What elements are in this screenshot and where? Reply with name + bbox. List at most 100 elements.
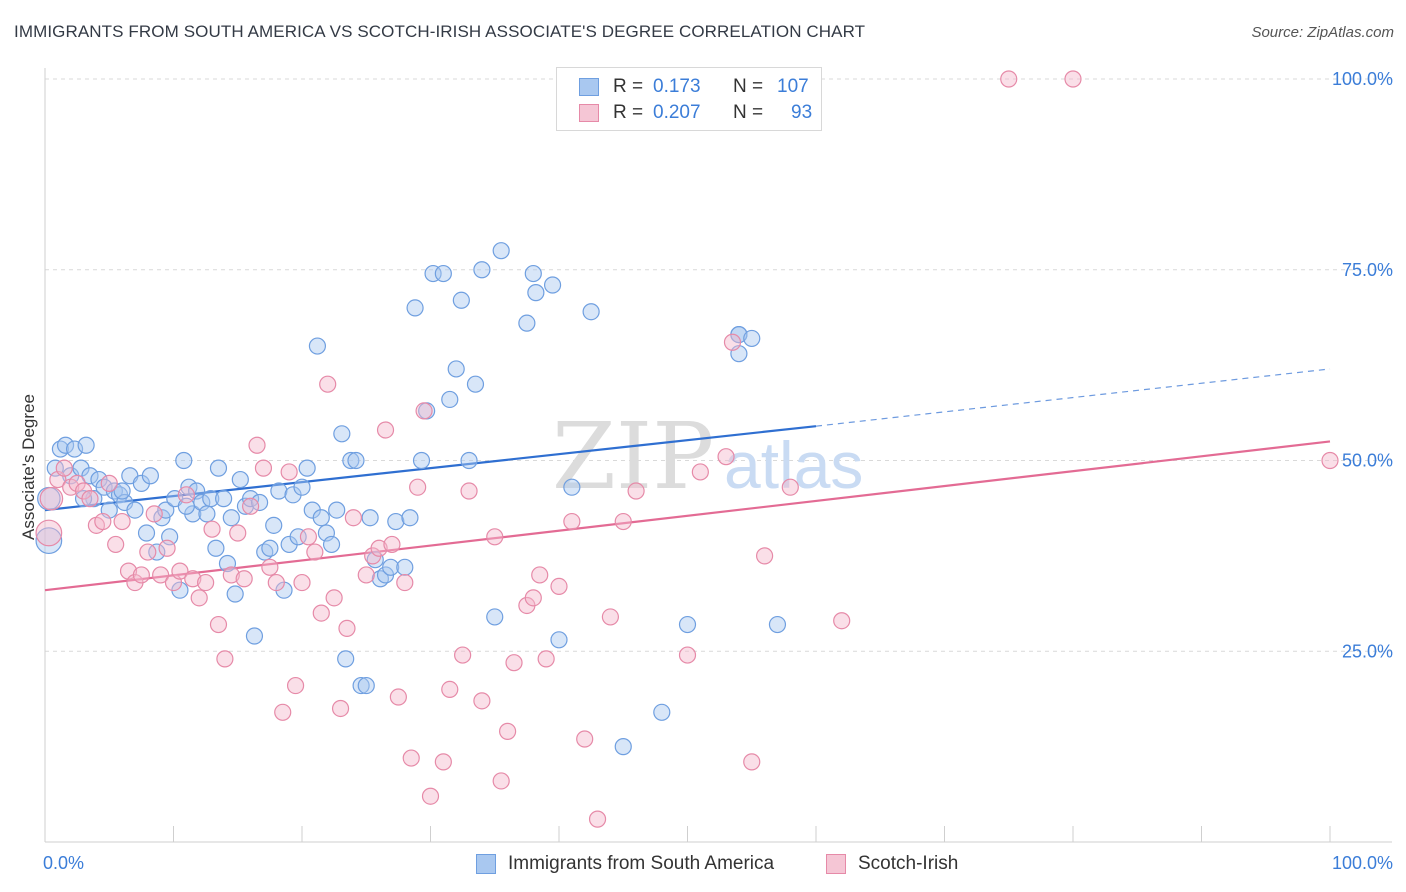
watermark: ZIP atlas	[552, 403, 863, 510]
point-scotch-irish	[55, 459, 73, 477]
point-south-america	[333, 425, 351, 443]
point-south-america	[56, 436, 75, 454]
legend-r-label: R =	[613, 102, 644, 123]
point-scotch-irish	[524, 589, 542, 607]
point-south-america	[406, 299, 424, 317]
point-scotch-irish	[357, 566, 375, 584]
point-scotch-irish	[338, 619, 356, 637]
point-scotch-irish	[132, 566, 150, 584]
point-scotch-irish	[286, 676, 305, 695]
point-south-america	[226, 585, 244, 603]
data-points	[35, 70, 1339, 828]
tick-labels: 25.0% 50.0% 75.0% 100.0% 0.0% 100.0%	[43, 69, 1393, 873]
point-scotch-irish	[717, 448, 735, 466]
point-scotch-irish	[383, 535, 401, 554]
point-scotch-irish	[293, 573, 311, 592]
point-south-america	[209, 459, 228, 477]
point-scotch-irish	[222, 566, 240, 584]
legend-n-value: 107	[777, 76, 809, 97]
point-scotch-irish	[312, 604, 330, 622]
bottom-legend-swatch-pink	[826, 854, 846, 874]
point-scotch-irish	[1321, 451, 1339, 470]
point-scotch-irish	[248, 436, 266, 454]
point-south-america	[141, 467, 159, 485]
bottom-legend-swatch-blue	[476, 854, 496, 874]
legend-row-south-america: R = 0.173 N = 107	[579, 75, 817, 99]
point-south-america	[473, 261, 491, 279]
chart-title: IMMIGRANTS FROM SOUTH AMERICA VS SCOTCH-…	[14, 22, 866, 41]
point-scotch-irish	[1064, 70, 1082, 88]
point-south-america	[382, 558, 400, 576]
point-scotch-irish	[396, 573, 414, 592]
point-scotch-irish	[743, 753, 761, 771]
point-south-america	[293, 478, 311, 496]
grid-lines	[45, 78, 1392, 652]
legend-n-label: N =	[733, 102, 764, 123]
y-tick-label: 25.0%	[1342, 641, 1393, 661]
point-south-america	[342, 451, 360, 470]
point-south-america	[322, 535, 341, 554]
point-south-america	[77, 436, 95, 454]
point-scotch-irish	[344, 509, 362, 527]
legend-n-label: N =	[733, 76, 764, 97]
trend-line-scotch-irish	[44, 440, 1331, 592]
watermark-atlas: atlas	[724, 428, 863, 502]
point-south-america	[486, 608, 504, 626]
point-south-america	[768, 615, 787, 634]
point-scotch-irish	[107, 535, 125, 554]
point-scotch-irish	[588, 810, 607, 828]
point-scotch-irish	[691, 463, 709, 481]
point-south-america	[678, 615, 697, 634]
point-scotch-irish	[537, 650, 555, 668]
point-south-america	[137, 524, 156, 542]
point-scotch-irish	[421, 787, 440, 805]
point-scotch-irish	[267, 573, 285, 592]
point-south-america	[543, 276, 562, 294]
point-south-america	[207, 539, 225, 557]
point-south-america	[387, 512, 405, 531]
point-south-america	[452, 291, 470, 309]
point-scotch-irish	[319, 375, 337, 393]
point-south-america	[328, 501, 346, 519]
x-tick-label: 0.0%	[43, 853, 84, 873]
point-scotch-irish	[306, 543, 324, 561]
point-south-america	[245, 627, 264, 645]
point-scotch-irish	[486, 528, 504, 546]
point-south-america	[614, 738, 632, 756]
point-south-america	[524, 264, 542, 283]
point-south-america	[563, 478, 581, 496]
point-scotch-irish	[614, 512, 632, 531]
point-south-america	[270, 482, 288, 500]
point-scotch-irish	[35, 519, 63, 547]
point-scotch-irish	[171, 562, 189, 580]
point-scotch-irish	[325, 589, 343, 607]
point-south-america	[357, 676, 375, 695]
point-scotch-irish	[203, 520, 221, 538]
bottom-legend-scotch-irish: Scotch-Irish	[826, 852, 958, 876]
bottom-legend-label: Immigrants from South America	[508, 853, 775, 874]
point-south-america	[352, 676, 370, 695]
point-scotch-irish	[94, 512, 112, 531]
point-scotch-irish	[492, 772, 510, 790]
point-scotch-irish	[409, 478, 427, 496]
point-scotch-irish	[627, 482, 645, 500]
legend-swatch-blue	[579, 78, 599, 96]
point-scotch-irish	[678, 646, 697, 664]
watermark-zip: ZIP	[552, 403, 714, 510]
point-scotch-irish	[755, 547, 774, 565]
y-tick-label: 75.0%	[1342, 260, 1393, 280]
point-scotch-irish	[460, 482, 478, 500]
point-south-america	[743, 329, 761, 348]
legend-r-value: 0.173	[653, 76, 701, 97]
point-south-america	[653, 703, 671, 721]
y-tick-label: 100.0%	[1332, 69, 1393, 89]
point-south-america	[361, 509, 379, 527]
point-scotch-irish	[833, 612, 851, 630]
point-scotch-irish	[229, 524, 247, 542]
legend-r-value: 0.207	[653, 102, 701, 123]
point-south-america	[447, 360, 465, 378]
point-scotch-irish	[505, 654, 523, 672]
point-south-america	[527, 284, 545, 302]
legend-row-scotch-irish: R = 0.207 N = 93	[579, 101, 831, 125]
